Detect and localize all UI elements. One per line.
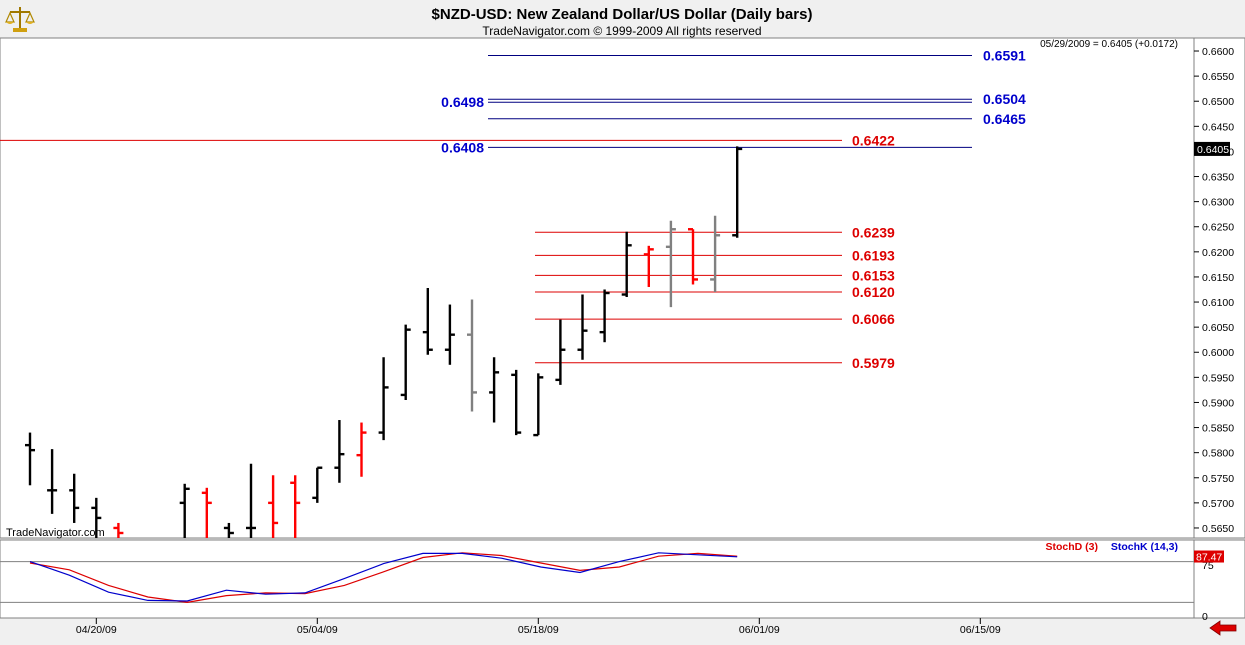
indicator-last-marker: [1194, 550, 1224, 563]
level-label: 0.6465: [983, 111, 1026, 127]
price-tick-label: 0.6500: [1202, 96, 1234, 108]
price-tick-label: 0.5950: [1202, 372, 1234, 384]
date-tick-label: 05/18/09: [518, 624, 559, 636]
date-tick-label: 04/20/09: [76, 624, 117, 636]
level-label: 0.6153: [852, 267, 895, 283]
stochd-line: [29, 552, 738, 604]
level-label: 0.6422: [852, 132, 895, 148]
indicator-pane[interactable]: [0, 539, 1195, 619]
price-tick-label: 0.5900: [1202, 397, 1234, 409]
scroll-right-arrow-icon[interactable]: [1208, 620, 1238, 636]
level-label: 0.6504: [983, 91, 1026, 107]
watermark: TradeNavigator.com: [6, 527, 105, 539]
date-tick-label: 06/01/09: [739, 624, 780, 636]
price-tick-label: 0.6250: [1202, 222, 1234, 234]
quote-readout: 05/29/2009 = 0.6405 (+0.0172): [1040, 39, 1178, 50]
level-label: 0.6239: [852, 224, 895, 240]
price-tick-label: 0.6450: [1202, 121, 1234, 133]
last-price-label: 0.6405: [1197, 144, 1229, 156]
price-tick-label: 0.6150: [1202, 272, 1234, 284]
stochk-line: [29, 552, 738, 602]
indicator-tick-label: 75: [1202, 560, 1214, 572]
level-label: 0.6120: [852, 284, 895, 300]
level-label: 0.6193: [852, 247, 895, 263]
chart-subtitle: TradeNavigator.com © 1999-2009 All right…: [482, 24, 761, 38]
level-label: 0.6066: [852, 311, 895, 327]
price-tick-label: 0.5800: [1202, 448, 1234, 460]
price-tick-label: 0.6600: [1202, 46, 1234, 58]
price-tick-label: 0.6100: [1202, 297, 1234, 309]
level-label: 0.6408: [441, 139, 484, 155]
date-tick-label: 05/04/09: [297, 624, 338, 636]
date-tick-label: 06/15/09: [960, 624, 1001, 636]
price-axis-ticks: 0.66000.65500.65000.64500.64000.63500.63…: [1194, 46, 1234, 535]
level-label: 0.6498: [441, 94, 484, 110]
price-tick-label: 0.6050: [1202, 322, 1234, 334]
price-tick-label: 0.5650: [1202, 523, 1234, 535]
fib-levels: 0.6591 0.6504 0.6498 0.6465 0.6422 0.6408 0.62…: [0, 48, 1026, 371]
price-tick-label: 0.5700: [1202, 498, 1234, 510]
price-tick-label: 0.6200: [1202, 247, 1234, 259]
price-tick-label: 0.6350: [1202, 172, 1234, 184]
date-axis: 04/20/09 05/04/09 05/18/09 06/01/09 06/15/09: [76, 618, 1001, 636]
stochastic-indicator: 75 0 87.47: [0, 550, 1224, 623]
last-price-marker: [1194, 141, 1230, 156]
legend-stochk: StochK (14,3): [1111, 541, 1178, 553]
indicator-tick-label: 0: [1202, 611, 1208, 623]
indicator-last-label: 87.47: [1196, 552, 1222, 564]
price-pane[interactable]: [0, 37, 1195, 539]
level-label: 0.5979: [852, 355, 895, 371]
ohlc-bars: [25, 146, 743, 538]
chart-title: $NZD-USD: New Zealand Dollar/US Dollar (…: [432, 6, 813, 23]
level-label: 0.6591: [983, 48, 1026, 64]
price-tick-label: 0.6300: [1202, 197, 1234, 209]
price-axis-panel[interactable]: [1193, 37, 1245, 539]
legend-stochd: StochD (3): [1046, 541, 1099, 553]
scales-icon[interactable]: [5, 7, 35, 32]
price-tick-label: 0.6550: [1202, 71, 1234, 83]
price-tick-label: 0.5750: [1202, 473, 1234, 485]
price-tick-label: 0.6000: [1202, 347, 1234, 359]
price-tick-label: 0.5850: [1202, 423, 1234, 435]
